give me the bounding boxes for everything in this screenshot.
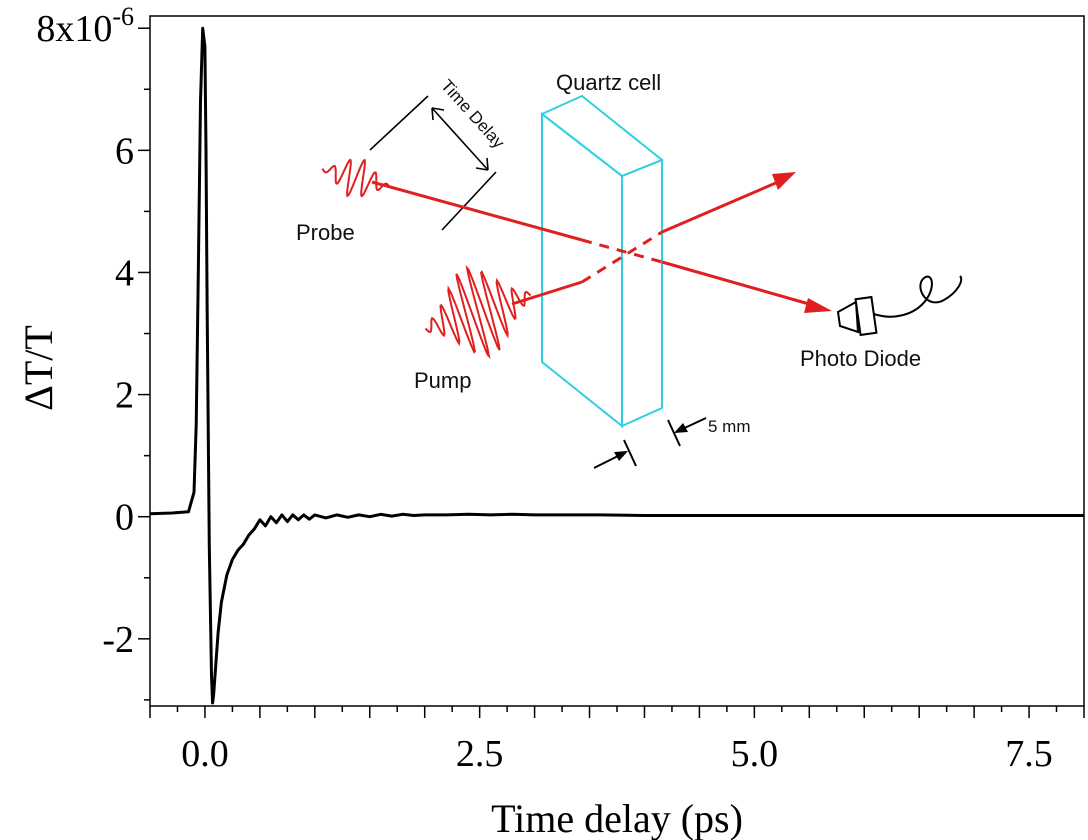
probe-delay-line <box>369 95 429 151</box>
y-axis-title: ΔT/T <box>16 325 61 411</box>
pump-delay-line <box>441 171 497 231</box>
thickness-right-arrowhead <box>674 423 688 433</box>
y-tick-exponent: -6 <box>112 2 134 31</box>
time-delay-label: Time Delay <box>437 76 509 152</box>
photo-diode-label: Photo Diode <box>800 346 921 371</box>
x-axis-ticks <box>149 706 1085 718</box>
y-axis-ticks <box>138 27 150 701</box>
pump-arrowhead <box>772 172 796 190</box>
thickness-left-tick <box>623 439 637 467</box>
pump-pulse <box>424 264 532 360</box>
series-layer <box>149 26 1084 705</box>
x-axis-title: Time delay (ps) <box>491 796 743 840</box>
probe-beam-before <box>371 180 583 242</box>
thickness-arrowheads <box>614 423 688 461</box>
thickness-marker <box>593 417 707 469</box>
y-tick-label: 2 <box>115 375 134 417</box>
x-tick-label: 5.0 <box>731 733 779 775</box>
photo-diode-icon <box>836 275 963 337</box>
probe-beam-after <box>661 260 817 308</box>
diode-cone <box>836 300 860 334</box>
quartz-cell <box>540 94 664 429</box>
y-tick-label: 8x10-6 <box>36 2 134 50</box>
cell-front-face <box>541 111 623 429</box>
probe-label: Probe <box>296 220 355 245</box>
pump-label: Pump <box>414 368 471 393</box>
pump-beam-after <box>661 180 779 234</box>
y-tick-label: 4 <box>115 252 134 294</box>
y-tick-label: 6 <box>115 130 134 172</box>
x-tick-label: 2.5 <box>456 733 504 775</box>
delay-arrow <box>431 107 489 171</box>
pump-beam-before <box>511 280 583 306</box>
x-tick-label: 7.5 <box>1005 733 1053 775</box>
time-delay-bracket <box>369 95 497 231</box>
thickness-left-arrowhead <box>614 451 628 461</box>
pump-beam-dashed <box>581 230 663 284</box>
beams <box>371 180 817 308</box>
delay-arrowhead-bottom <box>475 157 489 171</box>
thickness-label: 5 mm <box>708 417 751 436</box>
cell-top-face <box>540 94 664 178</box>
beam-arrowheads <box>772 172 832 313</box>
series-line <box>149 26 1084 705</box>
probe-arrowhead <box>804 298 832 313</box>
cell-side-face <box>621 158 663 428</box>
y-tick-label: 0 <box>115 497 134 539</box>
probe-pulse <box>321 158 391 198</box>
plot-frame <box>149 15 1085 707</box>
probe-beam-dashed <box>581 238 663 264</box>
delay-arrowhead-top <box>431 107 445 121</box>
y-axis-tick-labels: 8x10-6 6 4 2 0 -2 <box>36 2 134 661</box>
setup-inset: Quartz cell Time Delay Probe Pump <box>296 70 963 469</box>
quartz-cell-label: Quartz cell <box>556 70 661 95</box>
y-tick-label: -2 <box>102 619 134 661</box>
diode-cable <box>873 275 963 318</box>
x-axis-tick-labels: 0.0 2.5 5.0 7.5 <box>181 733 1053 775</box>
x-tick-label: 0.0 <box>181 733 229 775</box>
